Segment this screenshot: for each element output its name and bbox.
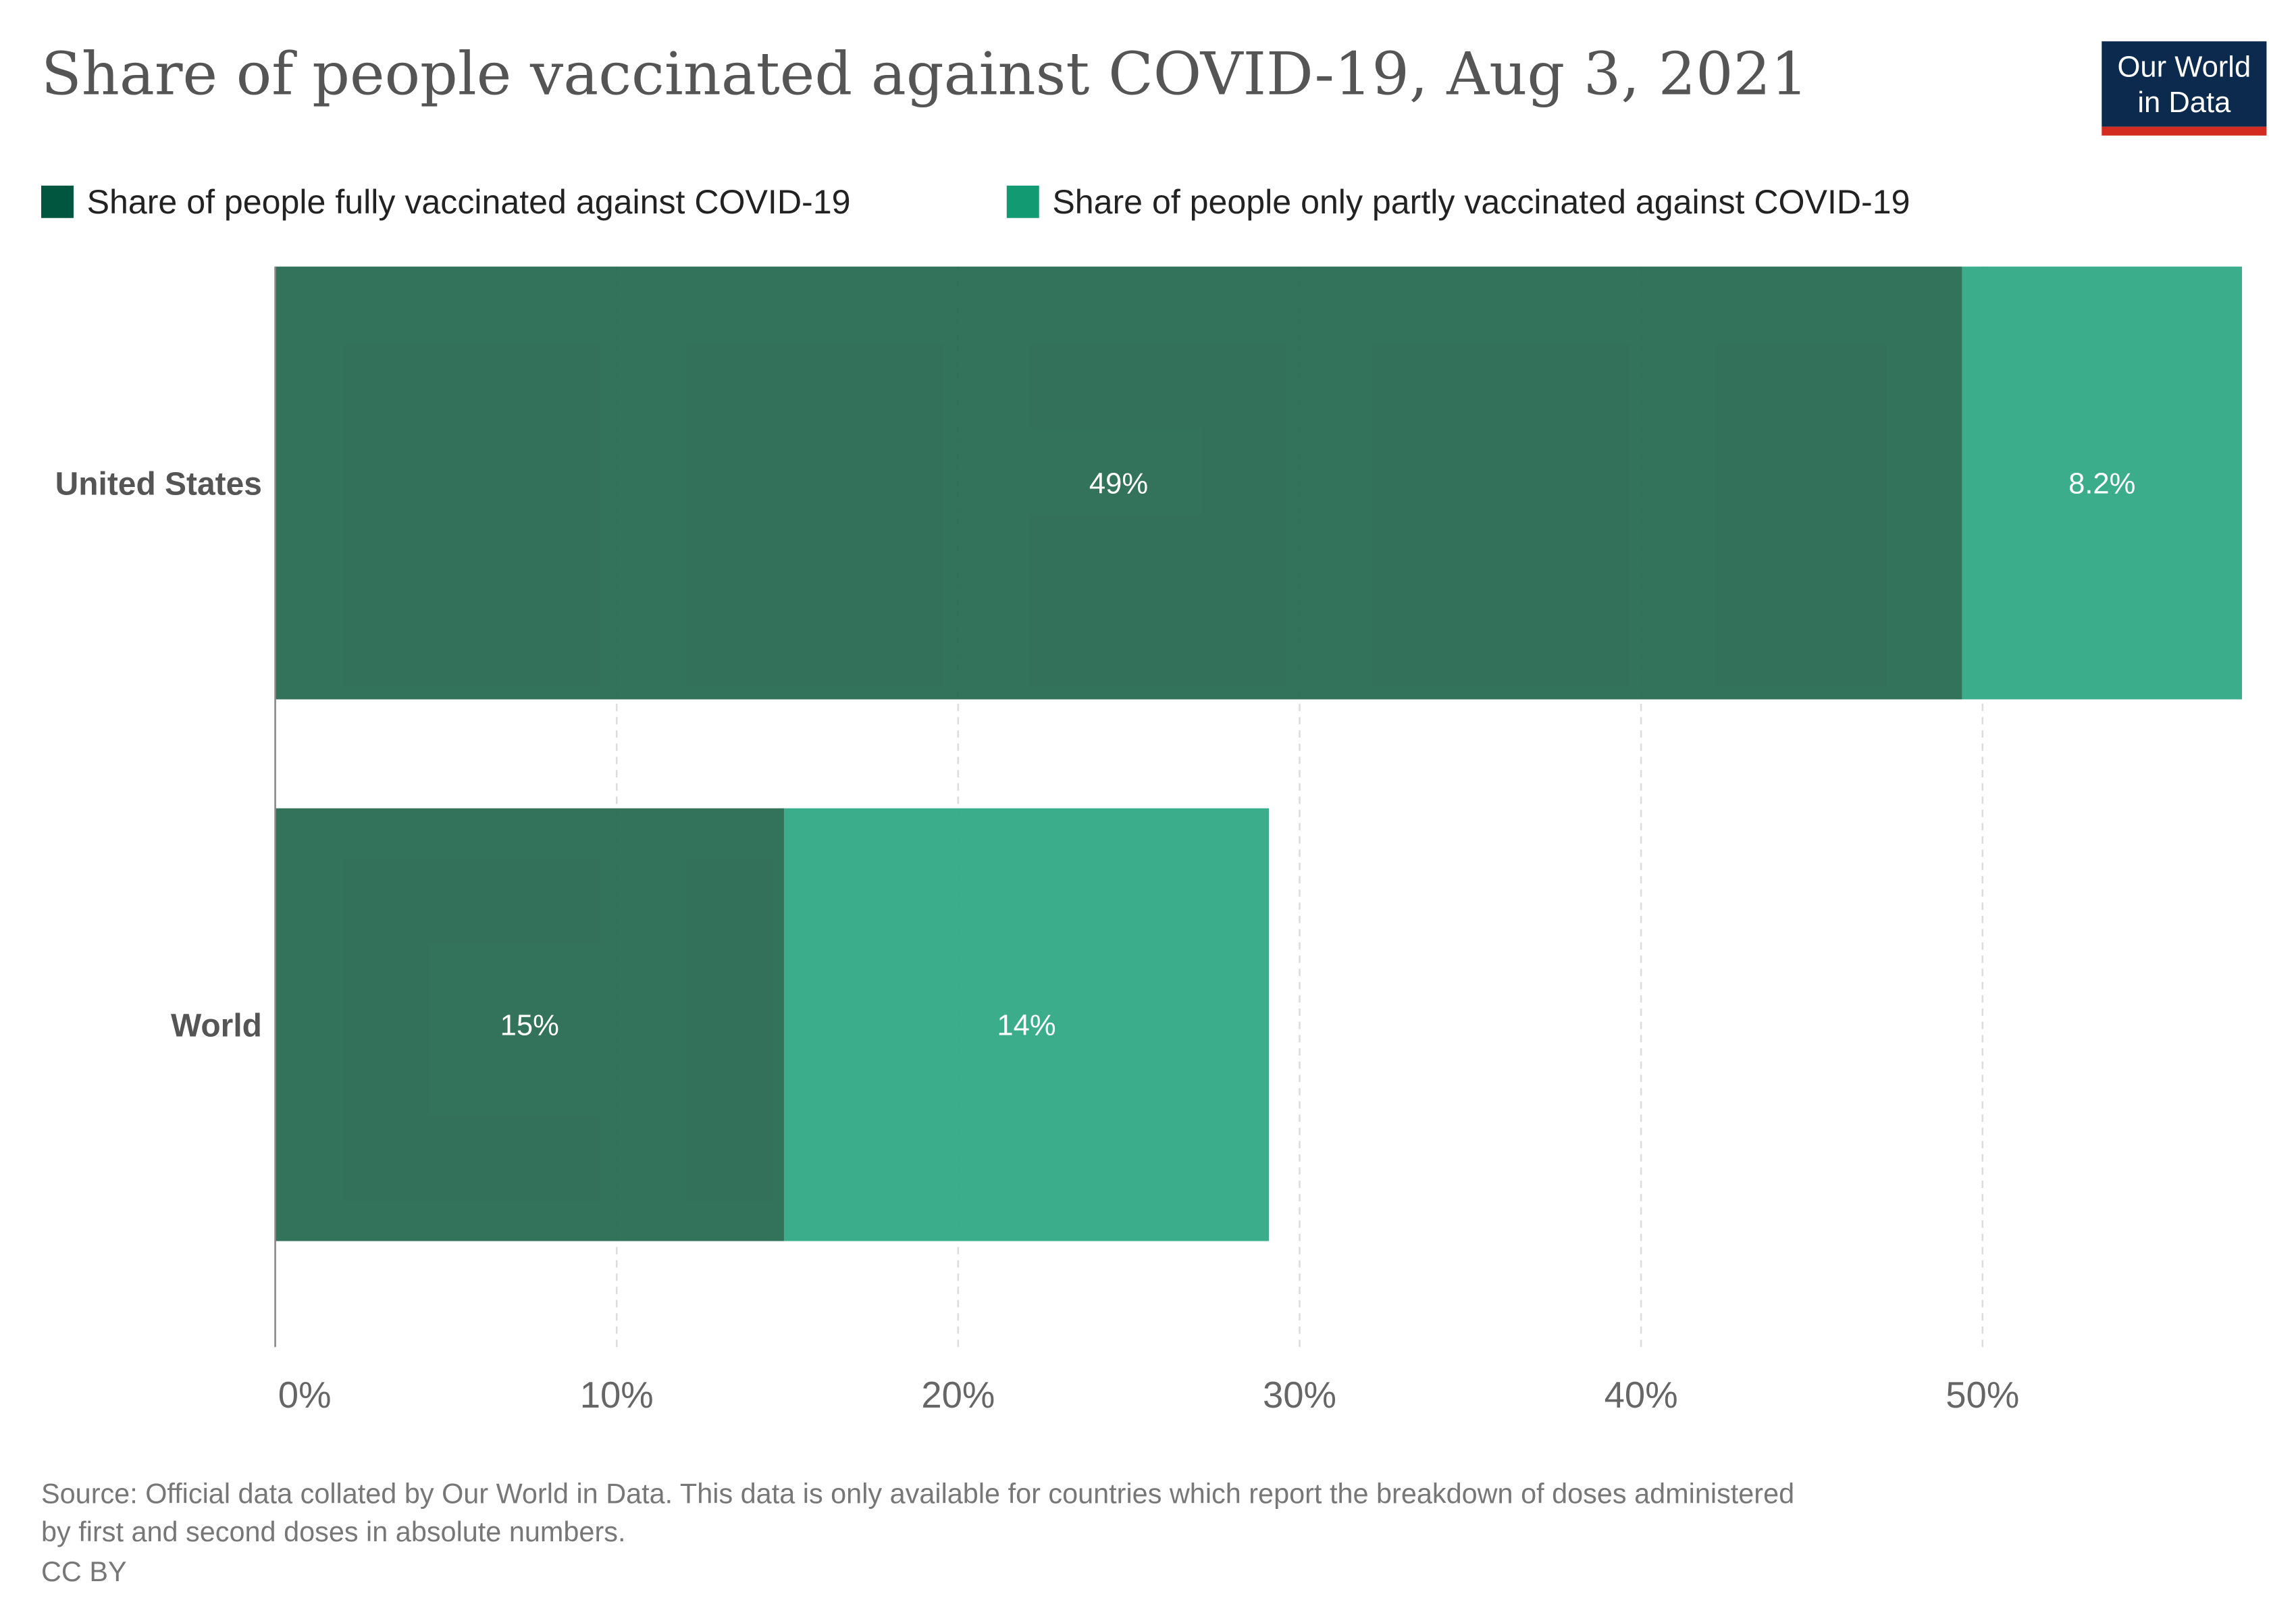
category-labels: United States World [55,467,262,1044]
logo-underline [2102,126,2267,136]
category-label: World [171,1008,262,1044]
license-link[interactable]: CC BY [41,1556,127,1587]
chart-title: Share of people vaccinated against COVID… [41,40,1808,109]
x-tick-label: 20% [921,1374,995,1416]
bar-value-label: 14% [997,1009,1055,1041]
x-tick-label: 30% [1263,1374,1336,1416]
legend-label-partly[interactable]: Share of people only partly vaccinated a… [1052,183,1910,221]
legend-swatch-fully [41,185,74,218]
category-label: United States [55,467,262,503]
x-axis-ticks: 0% 10% 20% 30% 40% 50% [278,1374,2019,1416]
logo-line2: in Data [2137,86,2231,119]
x-tick-label: 40% [1604,1374,1678,1416]
source-note-line1: Source: Official data collated by Our Wo… [41,1478,1794,1509]
bars: 49% 8.2% 15% 14% [275,266,2243,1241]
bar-segment[interactable] [1962,266,2243,700]
bar-segment[interactable] [275,808,784,1241]
bar-value-label: 49% [1089,467,1148,500]
bar-value-label: 8.2% [2068,467,2135,500]
legend-swatch-partly [1006,185,1039,218]
bar-segment[interactable] [275,266,1962,700]
owid-logo[interactable]: Our World in Data [2102,41,2267,136]
legend-label-fully[interactable]: Share of people fully vaccinated against… [87,183,851,221]
bar-value-label: 15% [500,1009,559,1041]
x-tick-label: 0% [278,1374,332,1416]
logo-line1: Our World [2117,51,2251,84]
x-tick-label: 50% [1946,1374,2019,1416]
x-tick-label: 10% [580,1374,654,1416]
bar-segment[interactable] [783,808,1269,1241]
logo-background [2102,41,2267,127]
legend: Share of people fully vaccinated against… [41,183,1910,221]
source-note-line2: by first and second doses in absolute nu… [41,1516,625,1547]
